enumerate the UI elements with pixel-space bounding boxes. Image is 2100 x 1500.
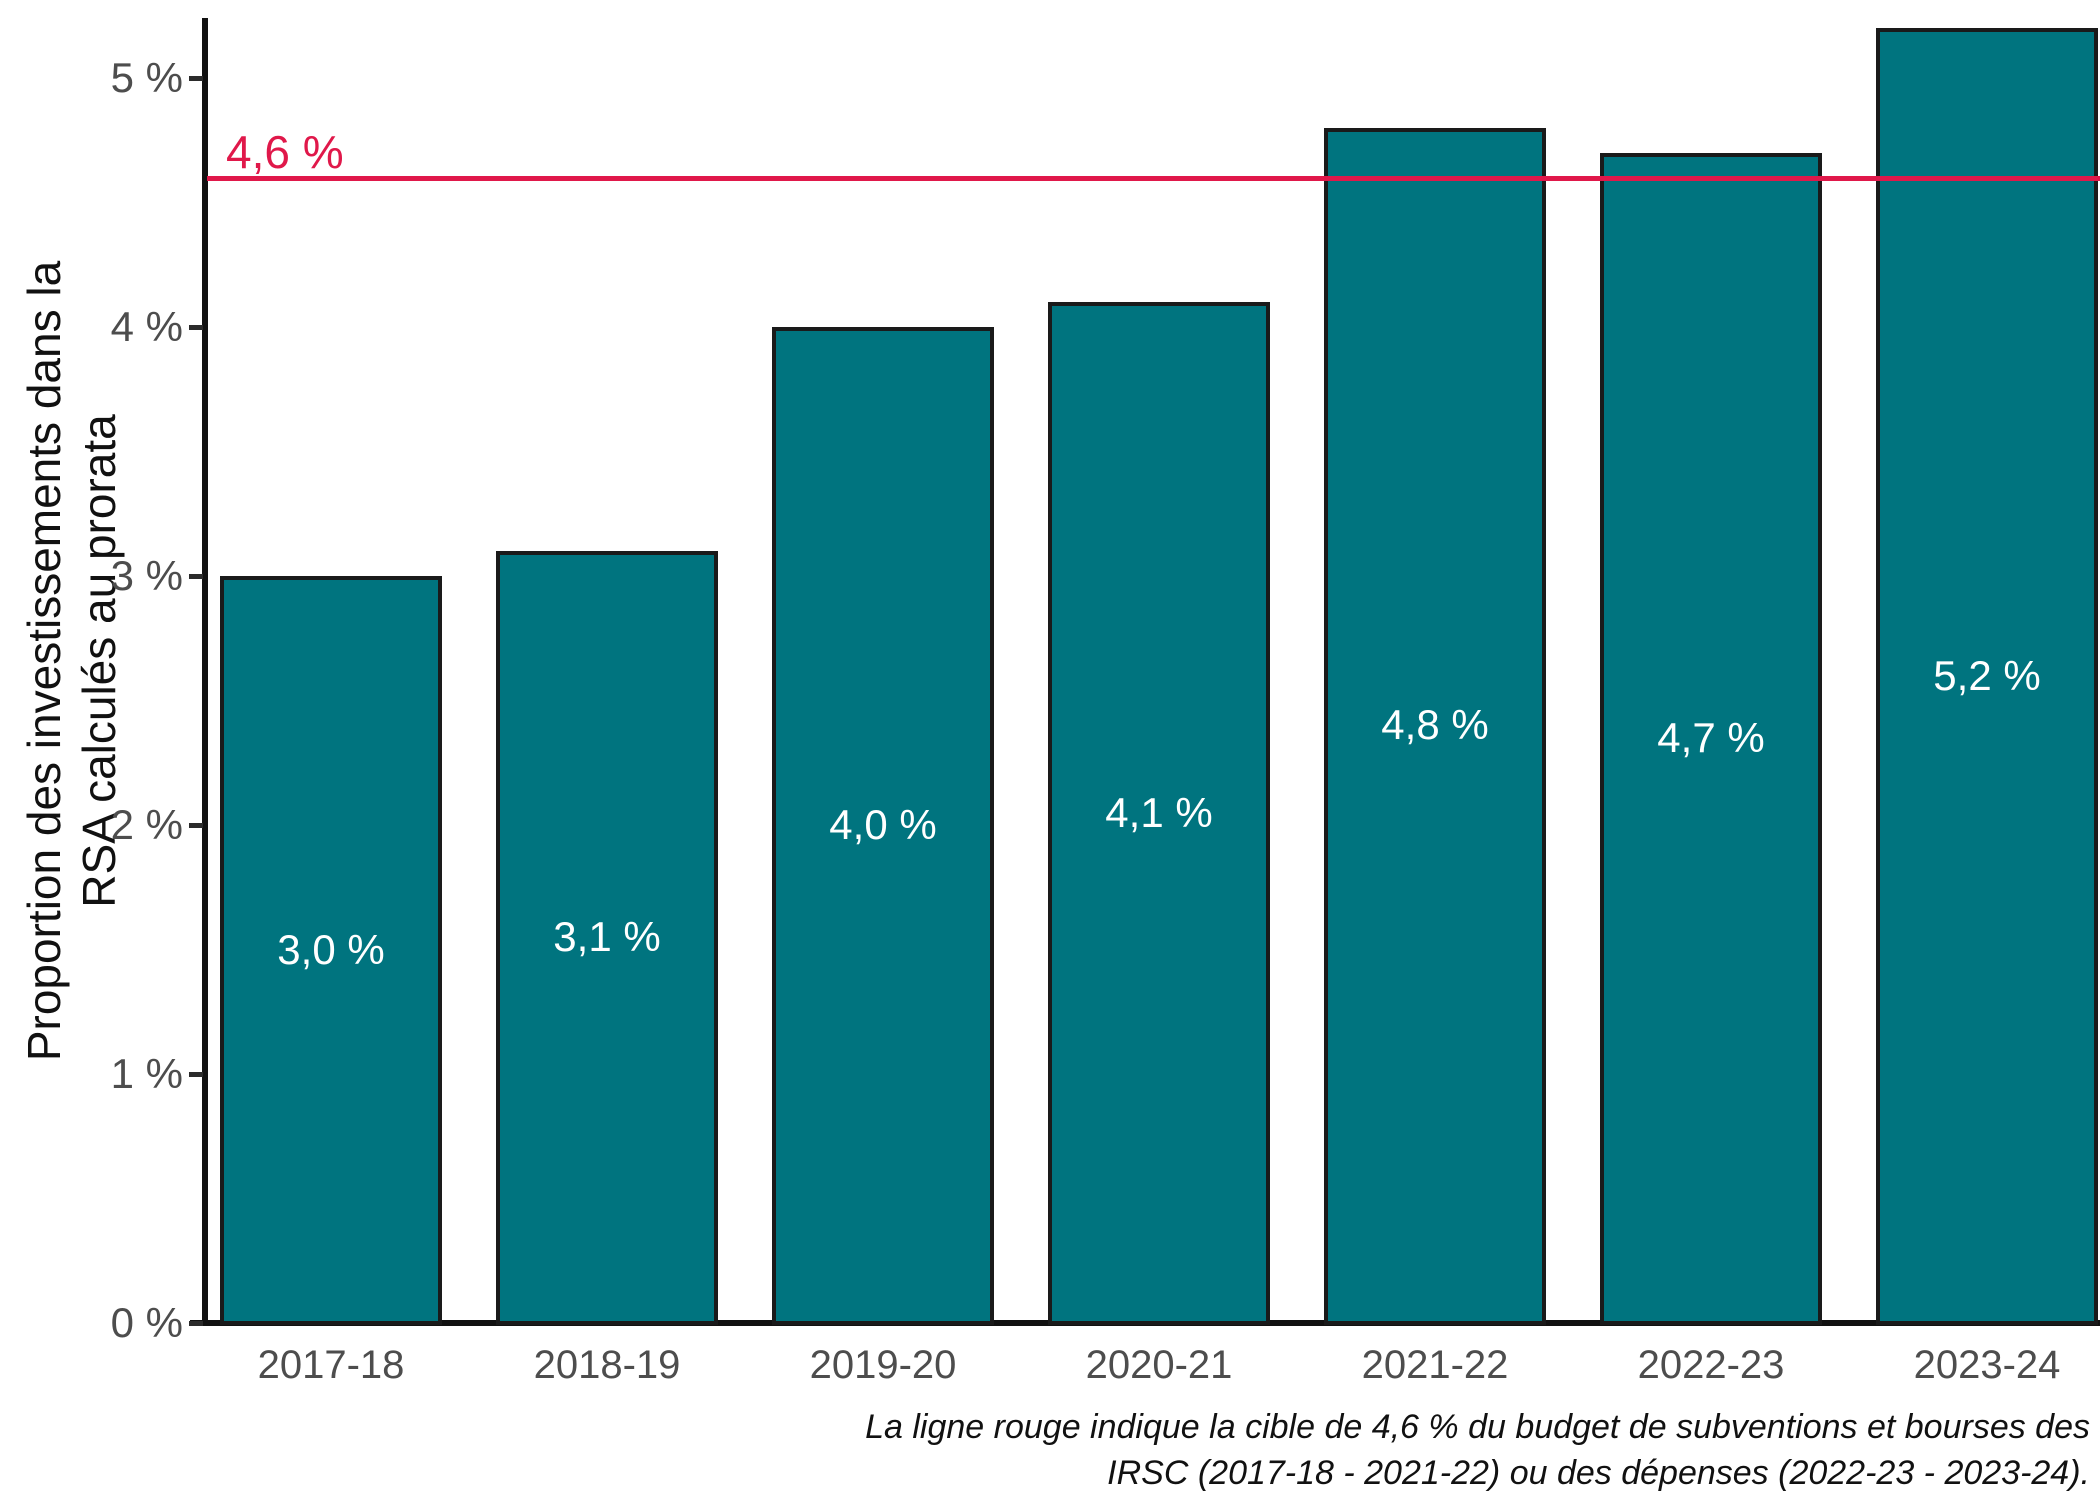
y-axis-title: Proportion des investissements dans la R… xyxy=(17,261,127,1061)
bar-value-label: 4,7 % xyxy=(1657,713,1765,761)
bar-2017-18 xyxy=(220,576,442,1325)
caption-line1: La ligne rouge indique la cible de 4,6 %… xyxy=(865,1408,2090,1446)
y-tick-label: 0 % xyxy=(110,1299,183,1346)
y-tick-mark xyxy=(189,823,203,828)
x-tick-label: 2023-24 xyxy=(1913,1343,2061,1387)
y-tick-label: 5 % xyxy=(110,54,183,101)
bar-value-label: 4,1 % xyxy=(1105,788,1213,836)
y-tick-mark xyxy=(189,574,203,579)
y-tick-mark xyxy=(189,1321,203,1326)
y-tick-mark xyxy=(189,1072,203,1077)
y-tick-label: 1 % xyxy=(110,1050,183,1097)
bar-value-label: 3,0 % xyxy=(277,925,385,973)
bar-2022-23 xyxy=(1600,152,1822,1325)
bar-value-label: 4,8 % xyxy=(1381,701,1489,749)
y-tick-mark xyxy=(189,325,203,330)
y-tick-mark xyxy=(189,76,203,81)
y-axis-title-container: Proportion des investissements dans la R… xyxy=(12,0,132,1322)
target-line xyxy=(207,175,2100,181)
bar-value-label: 3,1 % xyxy=(553,913,661,961)
y-tick-label: 2 % xyxy=(110,801,183,848)
caption-line2: IRSC (2017-18 - 2021-22) ou des dépenses… xyxy=(1107,1454,2090,1492)
y-tick-label: 3 % xyxy=(110,552,183,599)
bar-2023-24 xyxy=(1876,28,2098,1325)
x-tick-label: 2018-19 xyxy=(533,1343,681,1387)
x-tick-label: 2021-22 xyxy=(1361,1343,1509,1387)
bar-2021-22 xyxy=(1324,127,1546,1325)
x-tick-label: 2020-21 xyxy=(1085,1343,1233,1387)
bar-2018-19 xyxy=(496,551,718,1325)
y-axis-title-line1: Proportion des investissements dans la xyxy=(18,260,70,1062)
y-tick-label: 4 % xyxy=(110,303,183,350)
bar-2020-21 xyxy=(1048,302,1270,1325)
target-line-label: 4,6 % xyxy=(226,125,344,178)
bar-value-label: 4,0 % xyxy=(829,801,937,848)
x-tick-label: 2017-18 xyxy=(257,1343,405,1387)
bar-2019-20 xyxy=(772,327,994,1325)
x-tick-label: 2019-20 xyxy=(809,1343,957,1387)
y-axis-line xyxy=(202,18,208,1326)
x-tick-label: 2022-23 xyxy=(1637,1343,1785,1387)
y-axis-title-line2: RSA calculés au prorata xyxy=(73,414,125,908)
bar-value-label: 5,2 % xyxy=(1933,651,2041,699)
chart-caption: La ligne rouge indique la cible de 4,6 %… xyxy=(490,1404,2090,1496)
